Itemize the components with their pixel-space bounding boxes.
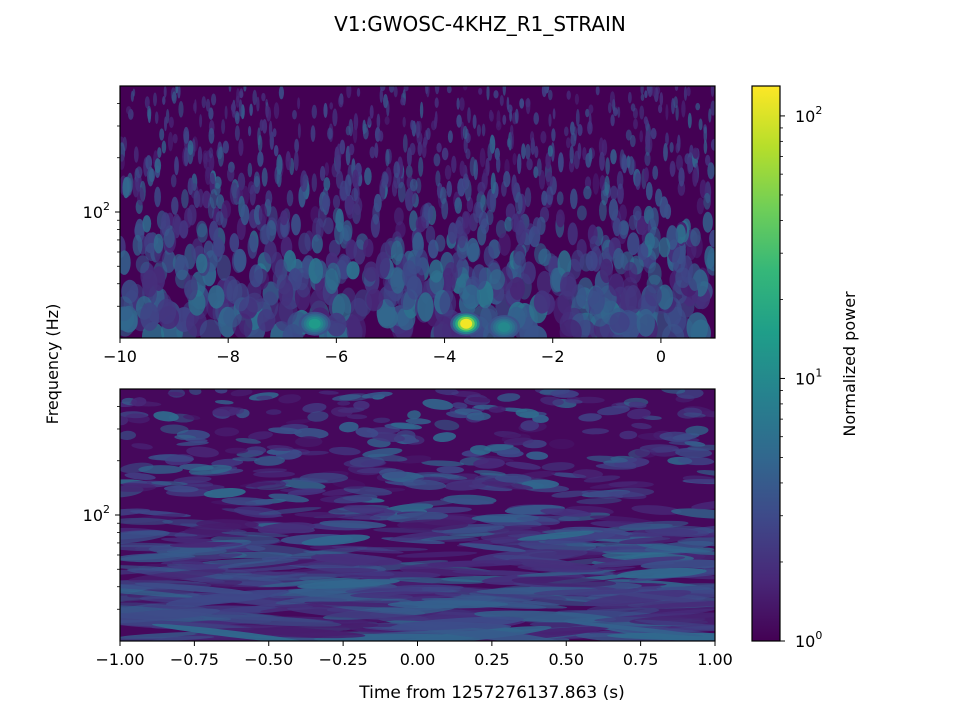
x-axis-label: Time from 1257276137.863 (s) <box>358 683 625 703</box>
x-tick-label: 1.00 <box>697 650 733 669</box>
hotspot-0 <box>460 318 473 329</box>
colorbar-tick-label: 100 <box>795 629 822 651</box>
x-tick-label: −8 <box>216 347 240 366</box>
hotspot-2 <box>498 322 510 333</box>
colorbar: 100 101 102 Normalized power <box>751 85 859 651</box>
y-tick-label: 102 <box>83 503 110 525</box>
top-panel-axes: −10 −8 −6 −4 −2 0 102 <box>83 103 666 366</box>
x-tick-label: −0.50 <box>244 650 293 669</box>
x-tick-label: 0.25 <box>474 650 510 669</box>
colorbar-tick-label: 102 <box>795 104 822 126</box>
bottom-panel: −1.00 −0.75 −0.50 −0.25 0.00 0.25 0.50 0.75 1.00… <box>83 388 733 669</box>
hotspot-1 <box>308 318 321 329</box>
bottom-panel-axes: −1.00 −0.75 −0.50 −0.25 0.00 0.25 0.50 0.75 1.00… <box>83 406 733 669</box>
x-tick-label: −0.75 <box>170 650 219 669</box>
x-tick-label: 0.75 <box>623 650 659 669</box>
colorbar-tick-label: 101 <box>795 366 822 388</box>
bottom-panel-texture <box>120 389 715 641</box>
x-tick-label: −1.00 <box>95 650 144 669</box>
y-axis-label: Frequency (Hz) <box>43 304 62 425</box>
colorbar-gradient <box>751 85 781 642</box>
y-tick-label: 102 <box>83 200 110 222</box>
x-tick-label: −4 <box>433 347 457 366</box>
figure-title: V1:GWOSC-4KHZ_R1_STRAIN <box>334 12 626 36</box>
x-tick-label: −10 <box>103 347 137 366</box>
x-tick-label: −6 <box>325 347 349 366</box>
top-panel-hotspots <box>298 311 520 338</box>
top-panel: −10 −8 −6 −4 −2 0 102 <box>83 85 716 366</box>
x-tick-label: −2 <box>541 347 565 366</box>
x-tick-label: 0 <box>656 347 666 366</box>
colorbar-axis: 100 101 102 <box>780 104 822 651</box>
x-tick-label: 0.50 <box>548 650 584 669</box>
colorbar-label: Normalized power <box>840 291 859 437</box>
x-tick-label: −0.25 <box>319 650 368 669</box>
x-tick-label: 0.00 <box>400 650 436 669</box>
